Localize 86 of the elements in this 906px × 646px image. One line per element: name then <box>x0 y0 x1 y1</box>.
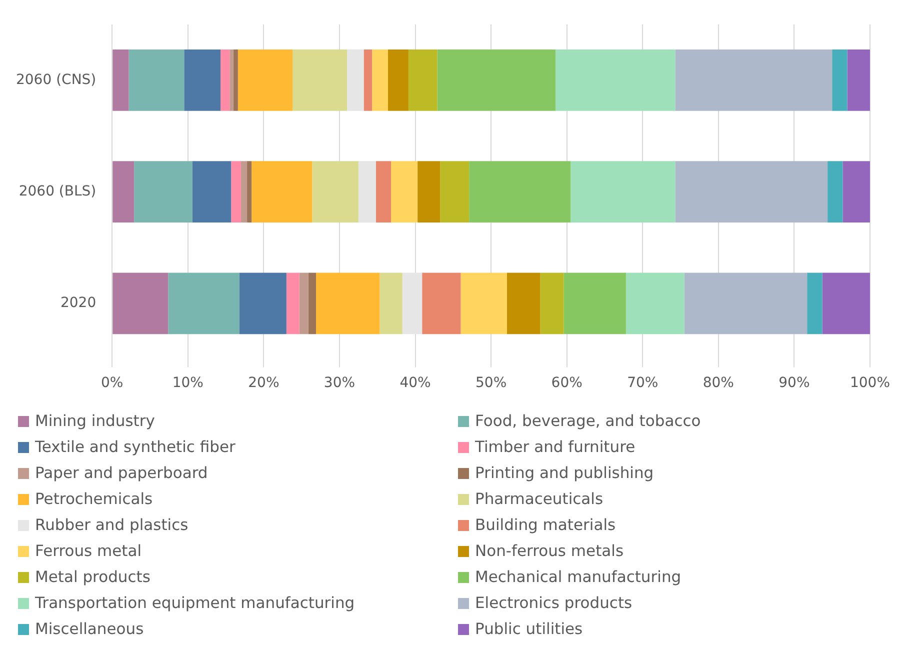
bar <box>437 50 556 111</box>
bar <box>292 50 348 111</box>
bar <box>192 161 232 222</box>
bar <box>233 50 238 111</box>
x-tick-label: 60% <box>551 375 582 392</box>
bar <box>422 272 461 334</box>
bar <box>316 272 380 334</box>
bar <box>408 50 438 111</box>
x-tick-label: 0% <box>101 375 124 392</box>
y-tick-label: 2060 (BLS) <box>18 183 96 200</box>
legend-label: Non-ferrous metals <box>475 542 624 560</box>
bar <box>240 161 248 222</box>
legend-label: Public utilities <box>475 620 583 638</box>
x-tick-label: 100% <box>850 375 890 392</box>
bar <box>364 50 372 111</box>
legend-label: Mechanical manufacturing <box>475 568 682 586</box>
legend-label: Ferrous metal <box>35 542 142 560</box>
legend-label: Textile and synthetic fiber <box>35 438 236 456</box>
legend-label: Paper and paperboard <box>35 464 208 482</box>
legend-label: Food, beverage, and tobacco <box>475 412 701 430</box>
bar <box>239 272 286 334</box>
legend-label: Printing and publishing <box>475 464 654 482</box>
bar <box>230 50 234 111</box>
bar <box>388 50 408 111</box>
bar <box>402 272 422 334</box>
x-tick-label: 30% <box>324 375 356 392</box>
bar <box>252 161 312 222</box>
bar <box>469 161 571 222</box>
bar <box>564 272 626 334</box>
x-tick-label: 80% <box>702 375 734 392</box>
bar <box>312 161 358 222</box>
bar <box>460 272 507 334</box>
bar <box>112 272 168 334</box>
legend-label: Mining industry <box>35 412 155 430</box>
x-tick-label: 50% <box>476 375 507 392</box>
bar <box>184 50 221 111</box>
bar <box>807 272 822 334</box>
bar <box>347 50 364 111</box>
legend-label: Pharmaceuticals <box>475 490 604 508</box>
bar <box>238 50 293 111</box>
bar <box>675 161 828 222</box>
legend-label: Building materials <box>475 516 616 534</box>
legend-label: Electronics products <box>475 594 632 612</box>
legend-label: Metal products <box>35 568 150 586</box>
bar <box>112 161 134 222</box>
bar <box>626 272 684 334</box>
bar <box>684 272 808 334</box>
legend-label: Miscellaneous <box>35 620 144 638</box>
legend-label: Rubber and plastics <box>35 516 188 534</box>
bar <box>286 272 300 334</box>
y-tick-label: 2020 <box>60 295 96 312</box>
bar <box>822 272 870 334</box>
legend-label: Petrochemicals <box>35 490 153 508</box>
bar <box>555 50 676 111</box>
x-tick-label: 70% <box>627 375 658 392</box>
x-tick-label: 10% <box>172 375 204 392</box>
bar <box>832 50 848 111</box>
bar <box>540 272 564 334</box>
bar <box>231 161 241 222</box>
bar <box>168 272 240 334</box>
bar <box>391 161 418 222</box>
bar <box>134 161 192 222</box>
x-tick-label: 90% <box>778 375 810 392</box>
bar <box>675 50 832 111</box>
legend-label: Timber and furniture <box>475 438 636 456</box>
bar <box>506 272 540 334</box>
bar <box>828 161 843 222</box>
bar <box>308 272 316 334</box>
bar <box>112 50 129 111</box>
bar <box>418 161 440 222</box>
bar <box>847 50 870 111</box>
legend-label: Transportation equipment manufacturing <box>35 594 355 612</box>
bar <box>372 50 388 111</box>
bar <box>247 161 252 222</box>
bar <box>358 161 376 222</box>
y-tick-label: 2060 (CNS) <box>16 72 96 88</box>
x-tick-label: 40% <box>400 375 431 392</box>
bar <box>570 161 676 222</box>
bar <box>299 272 308 334</box>
bar <box>440 161 470 222</box>
bar <box>128 50 184 111</box>
x-tick-label: 20% <box>248 375 280 392</box>
bar <box>842 161 870 222</box>
bar <box>376 161 392 222</box>
bar <box>380 272 402 334</box>
bar <box>220 50 230 111</box>
